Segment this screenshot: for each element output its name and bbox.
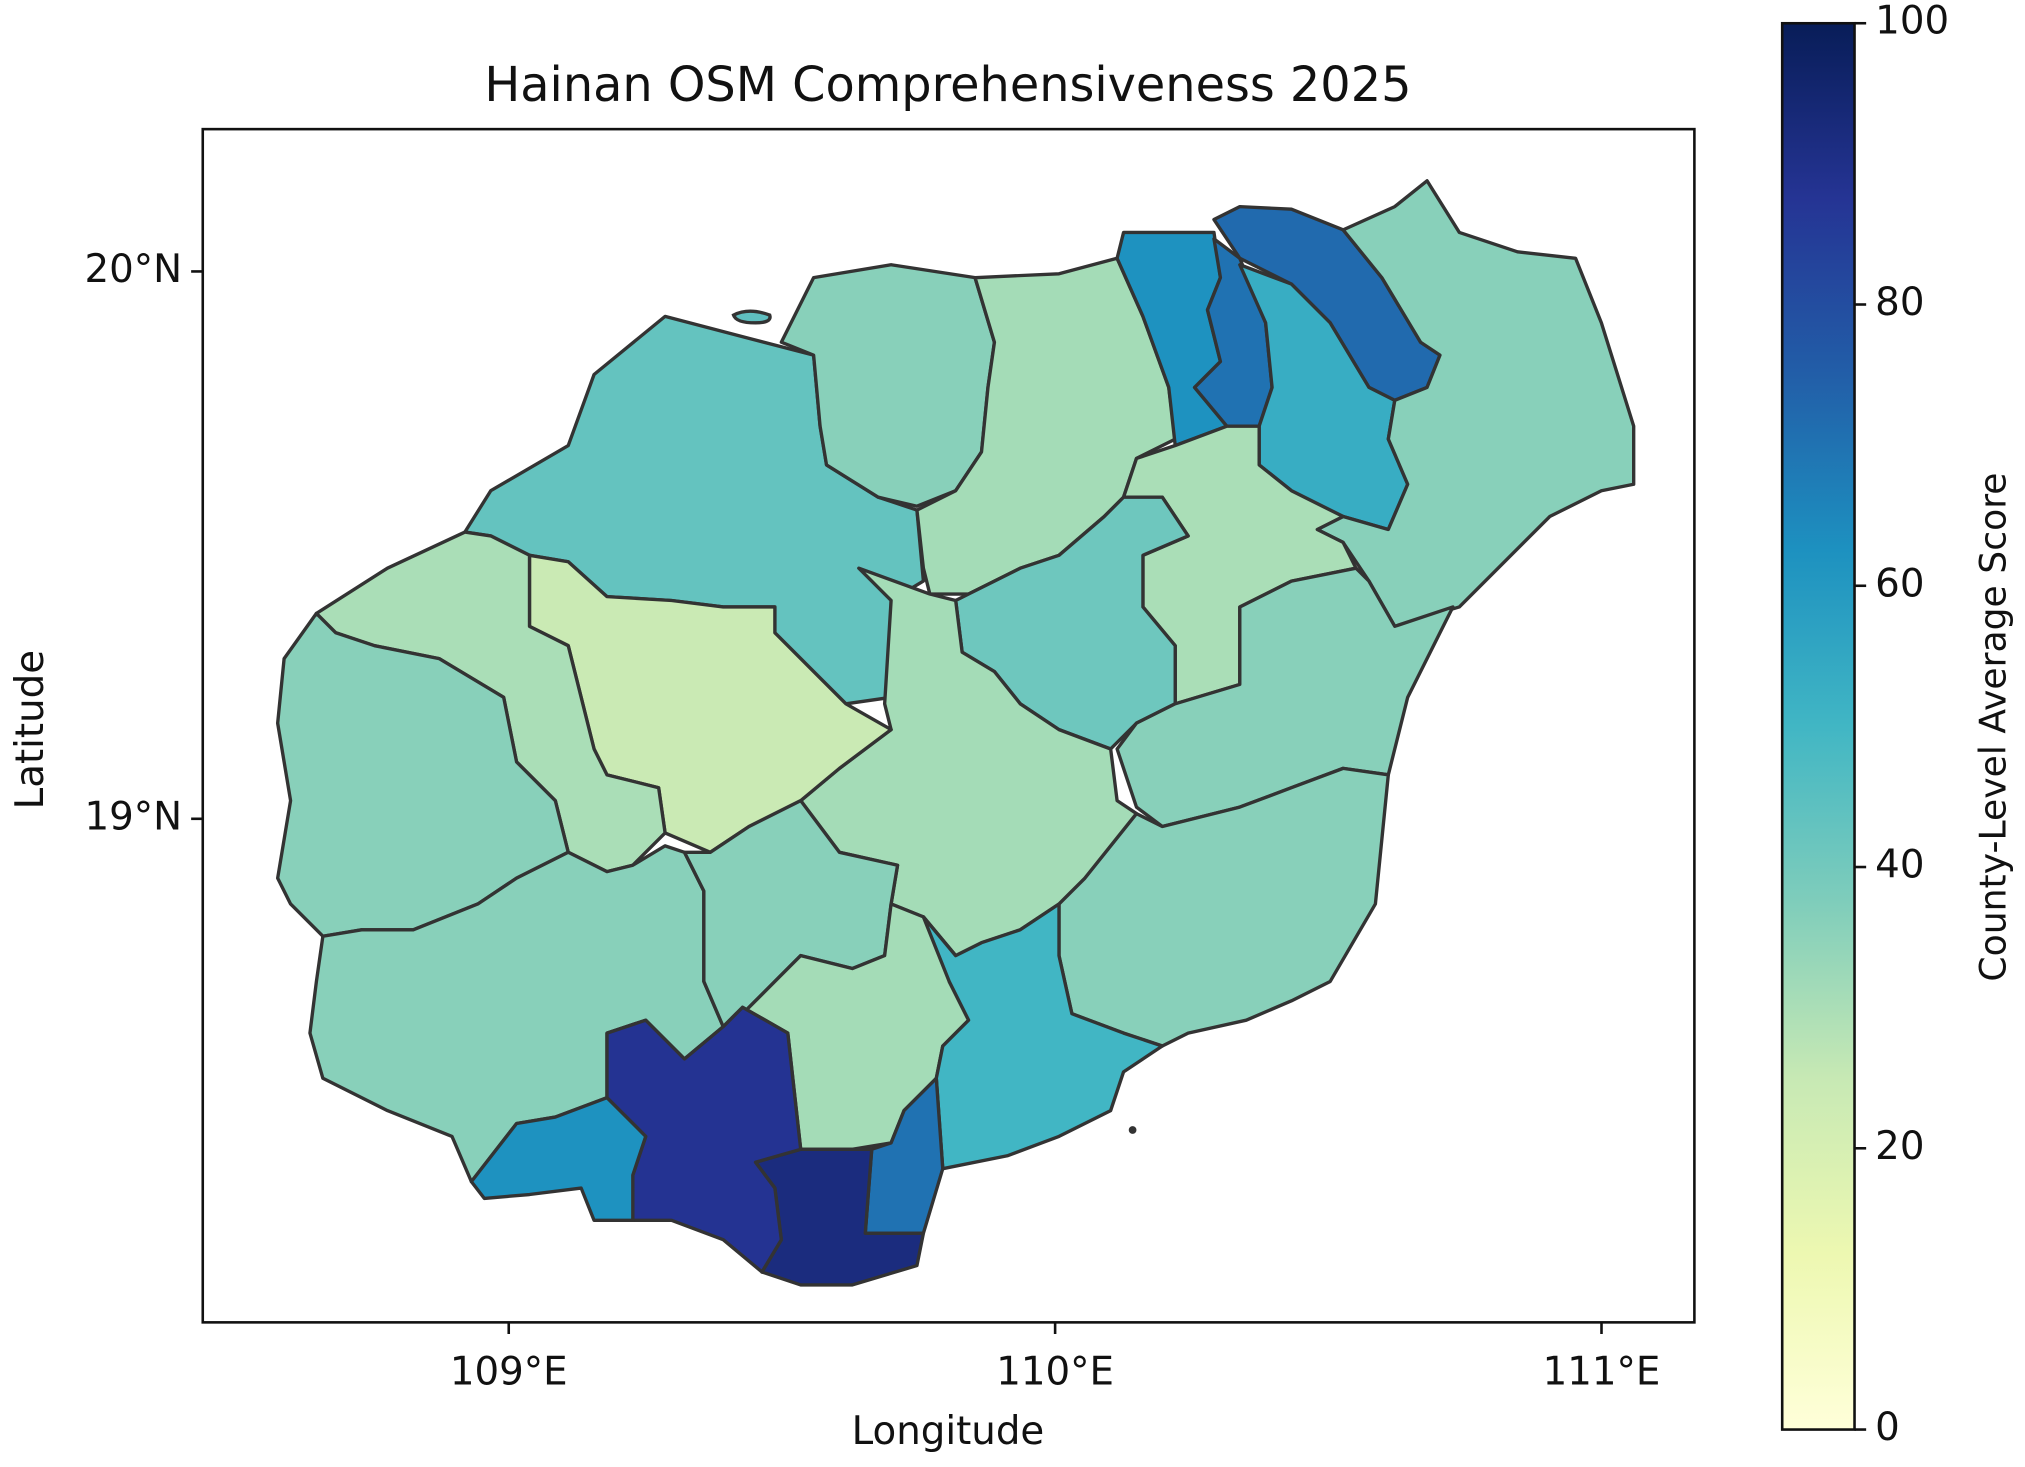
y-tick-label: 20°N bbox=[84, 247, 182, 292]
region bbox=[469, 1095, 648, 1223]
colorbar-tick-label: 100 bbox=[1875, 0, 1949, 44]
x-tick-label: 111°E bbox=[1543, 1350, 1661, 1395]
map bbox=[275, 179, 1636, 1287]
colorbar-tick-label: 80 bbox=[1875, 280, 1924, 325]
islet bbox=[1128, 1126, 1137, 1134]
x-tick-label: 110°E bbox=[996, 1350, 1114, 1395]
y-axis-label: Latitude bbox=[8, 650, 53, 809]
plot-frame bbox=[201, 127, 1696, 1324]
colorbar-tick-label: 0 bbox=[1875, 1405, 1900, 1450]
x-axis-label: Longitude bbox=[852, 1409, 1045, 1454]
colorbar-tick-label: 60 bbox=[1875, 561, 1924, 606]
chart-title: Hainan OSM Comprehensiveness 2025 bbox=[484, 58, 1411, 113]
colorbar-tick-label: 20 bbox=[1875, 1124, 1924, 1169]
x-tick-label: 109°E bbox=[450, 1350, 568, 1395]
colorbar-label: County-Level Average Score bbox=[1971, 472, 2014, 981]
colorbar-tick-label: 40 bbox=[1875, 843, 1924, 888]
islet bbox=[731, 309, 772, 325]
colorbar bbox=[1780, 21, 1856, 1431]
y-tick-label: 19°N bbox=[84, 794, 182, 839]
region bbox=[921, 902, 1164, 1171]
